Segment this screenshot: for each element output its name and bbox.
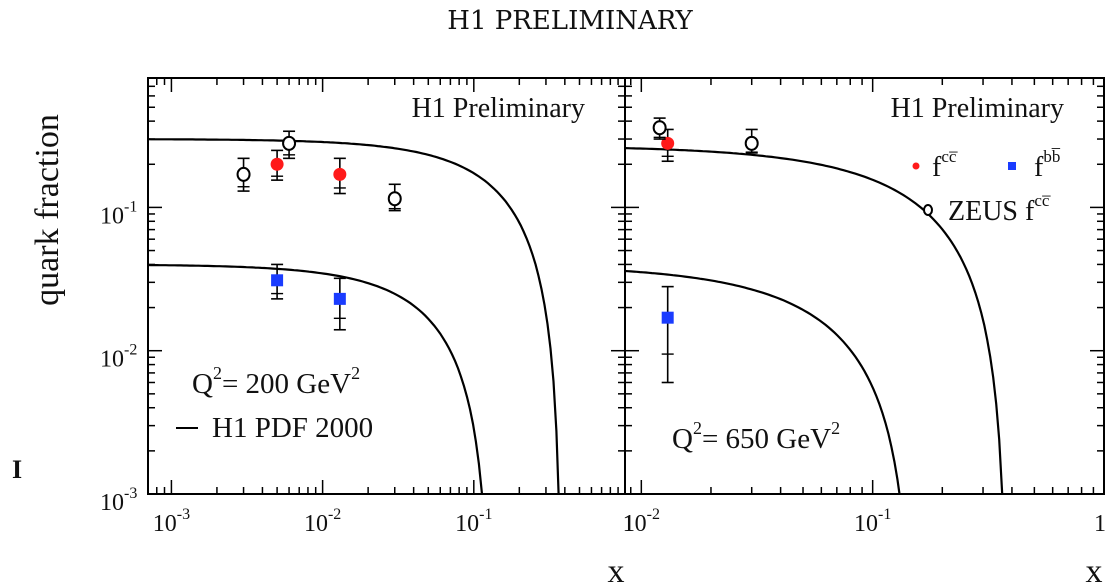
charm-point: [270, 157, 284, 171]
y-axis-label: quark fraction: [29, 114, 66, 306]
legend-beauty-label: fbb̅: [1034, 147, 1061, 183]
q2-base: Q: [192, 368, 213, 400]
beauty-curve: [147, 263, 484, 495]
q2-mid: = 650 GeV: [702, 423, 831, 455]
panel-title: H1 Preliminary: [891, 93, 1064, 124]
legend-charm-swatch: [912, 162, 920, 170]
q2-annotation: Q2= 650 GeV2: [672, 418, 840, 455]
x-tick-label-1-base: 10: [854, 511, 878, 537]
zeus-point: [282, 135, 297, 151]
q2-sup2: 2: [831, 418, 840, 438]
y-tick-label-2: 10-3: [100, 485, 137, 516]
beauty-curve: [624, 269, 901, 495]
x-tick-label-1-base: 10: [304, 511, 328, 537]
x-tick-label-0-exp: -3: [177, 506, 190, 523]
beauty-point: [271, 274, 284, 287]
legend-zeus-label: ZEUS fcc̅: [948, 191, 1051, 227]
legend-zeus-sup: cc̅: [1034, 191, 1051, 210]
x-tick-label-3-base: 1: [623, 511, 635, 537]
x-tick-label-1-exp: -2: [328, 506, 341, 523]
x-tick-label-0-exp: -2: [647, 506, 660, 523]
x-tick-label-0: 10-3: [153, 506, 190, 537]
charm-curve: [147, 138, 560, 495]
y-tick-label-1-exp: -2: [124, 342, 137, 359]
q2-sup2: 2: [351, 363, 360, 383]
panel-title: H1 Preliminary: [412, 93, 585, 124]
beauty-point: [661, 311, 674, 324]
x-tick-label-2: 10-1: [455, 506, 492, 537]
x-tick-label-1: 10-1: [854, 506, 891, 537]
charm-curve: [624, 147, 1004, 495]
y-tick-label-1-base: 10: [100, 347, 124, 373]
legend-charm-sup: cc̅: [941, 147, 958, 166]
x-tick-label-0: 10-2: [623, 506, 660, 537]
q2-sup: 2: [213, 363, 222, 383]
x-tick-label-2: 1: [1094, 511, 1106, 537]
x-axis-label-left: x: [608, 553, 625, 584]
y-tick-label-2-base: 10: [100, 490, 124, 516]
zeus-point: [236, 166, 251, 182]
legend-line-label: H1 PDF 2000: [212, 412, 373, 444]
y-tick-label-0: 10-1: [100, 198, 137, 229]
x-tick-label-1-exp: -1: [878, 506, 891, 523]
legend-beauty-swatch: [1008, 162, 1016, 170]
legend-charm-base: f: [932, 152, 942, 183]
x-tick-label-0-base: 10: [153, 511, 177, 537]
x-tick-label-1: 10-2: [304, 506, 341, 537]
plot-frame: [624, 77, 1105, 495]
page-title: H1 PRELIMINARY: [447, 6, 693, 36]
q2-mid: = 200 GeV: [222, 368, 351, 400]
x-tick-label-2-base: 10: [455, 511, 479, 537]
legend-charm-label: fcc̅: [932, 147, 958, 183]
x-tick-label-0-base: 10: [623, 511, 647, 537]
x-axis-label-right: x: [1086, 553, 1103, 584]
y-tick-label-1: 10-2: [100, 342, 137, 373]
x-tick-label-2-exp: -1: [479, 506, 492, 523]
q2-base: Q: [672, 423, 693, 455]
zeus-point: [744, 135, 759, 151]
y-tick-label-0-exp: -1: [124, 198, 137, 215]
legend-zeus-swatch: [923, 204, 933, 216]
stray-mark: I: [12, 455, 22, 484]
q2-annotation: Q2= 200 GeV2: [192, 363, 360, 400]
zeus-point: [652, 120, 667, 136]
legend-beauty-sup: bb̅: [1043, 147, 1061, 166]
charm-point: [333, 167, 347, 181]
left-panel: 10-3 10-2 10-1 110-110-210-3H1 PreliminaryQ…: [100, 77, 635, 537]
q2-sup: 2: [693, 418, 702, 438]
legend-zeus-base: ZEUS f: [948, 196, 1035, 227]
beauty-point: [333, 292, 346, 305]
x-tick-label-2-base: 1: [1094, 511, 1106, 537]
x-tick-label-3: 1: [623, 511, 635, 537]
charm-point: [661, 136, 675, 150]
legend-beauty-base: f: [1034, 152, 1044, 183]
y-tick-label-0-base: 10: [100, 203, 124, 229]
y-tick-label-2-exp: -3: [124, 485, 137, 502]
zeus-point: [387, 191, 402, 207]
